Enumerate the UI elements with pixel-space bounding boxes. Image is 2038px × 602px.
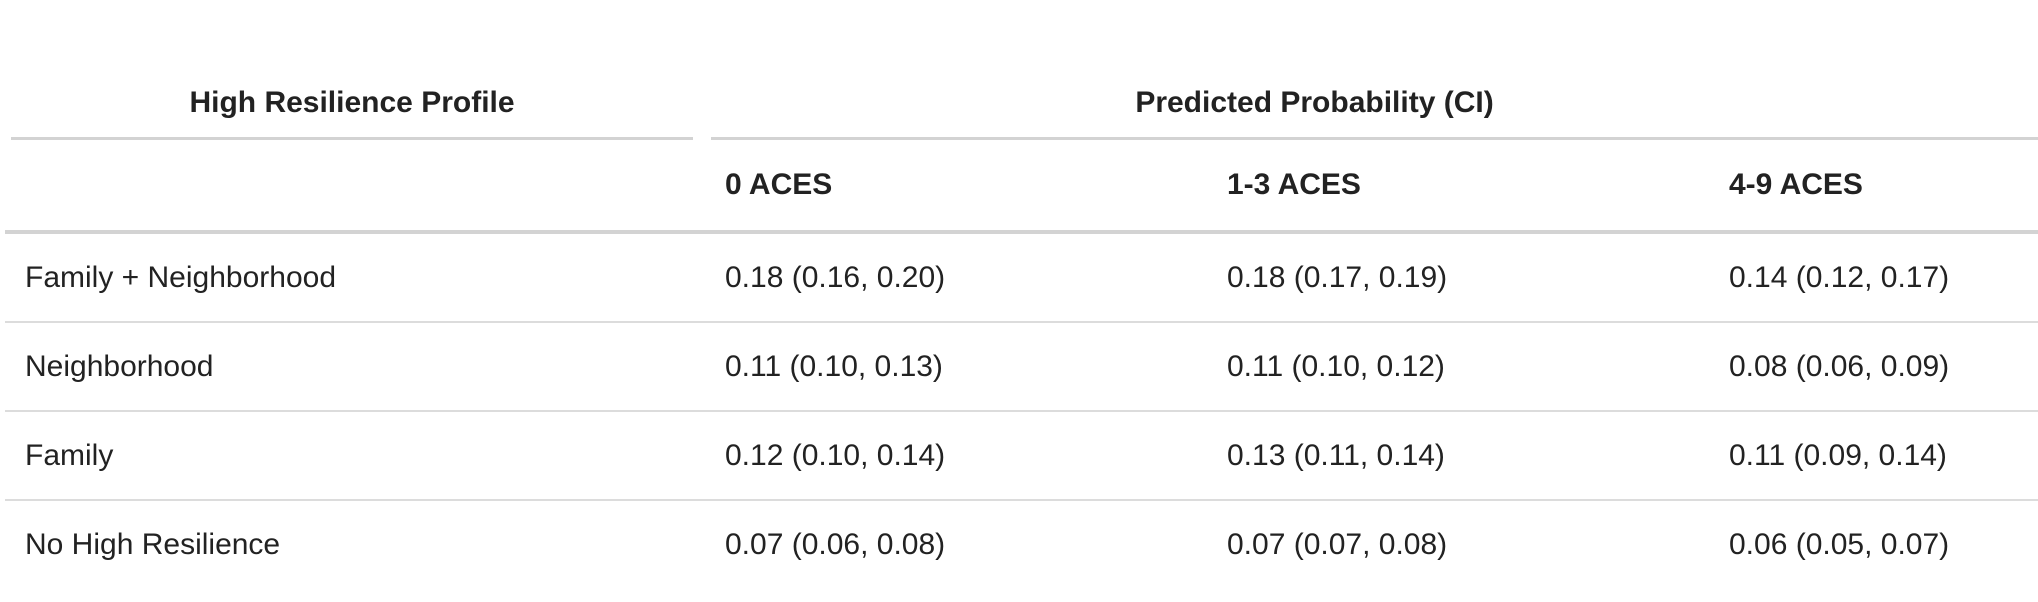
- probability-spanner-header: Predicted Probability (CI): [705, 0, 2038, 140]
- cell-0-aces: 0.07 (0.06, 0.08): [725, 527, 946, 561]
- table-row: Family 0.12 (0.10, 0.14) 0.13 (0.11, 0.1…: [5, 411, 2038, 501]
- column-header-0-aces: 0 ACES: [705, 140, 1207, 234]
- cell-0-aces: 0.18 (0.16, 0.20): [705, 232, 1207, 323]
- cell-1-3-aces: 0.11 (0.10, 0.12): [1207, 322, 1709, 412]
- spanner-header-row: High Resilience Profile Predicted Probab…: [5, 0, 2038, 140]
- row-profile-label: Family + Neighborhood: [5, 232, 705, 323]
- cell-1-3-aces: 0.07 (0.07, 0.08): [1227, 527, 1448, 561]
- cell-4-9-aces: 0.14 (0.12, 0.17): [1709, 232, 2038, 323]
- column-header-4-9-aces: 4-9 ACES: [1709, 140, 2038, 234]
- results-table-container: High Resilience Profile Predicted Probab…: [5, 0, 2038, 588]
- profile-spanner-header: High Resilience Profile: [5, 0, 705, 140]
- row-profile-label: Neighborhood: [5, 322, 705, 412]
- probability-spanner-label: Predicted Probability (CI): [711, 86, 2038, 140]
- cell-4-9-aces: 0.08 (0.06, 0.09): [1709, 322, 2038, 412]
- cell-4-9-aces: 0.06 (0.05, 0.07): [1729, 527, 1950, 561]
- table-row: No High Resilience 0.07 (0.06, 0.08) 0.0…: [5, 500, 2038, 588]
- row-profile-label: Family: [5, 411, 705, 501]
- predicted-probability-table: High Resilience Profile Predicted Probab…: [5, 0, 2038, 588]
- column-header-1-3-aces: 1-3 ACES: [1207, 140, 1709, 234]
- cell-0-aces: 0.12 (0.10, 0.14): [705, 411, 1207, 501]
- profile-spanner-label: High Resilience Profile: [11, 86, 693, 140]
- cell-1-3-aces: 0.18 (0.17, 0.19): [1207, 232, 1709, 323]
- column-header-row: 0 ACES 1-3 ACES 4-9 ACES: [5, 140, 2038, 234]
- cell-1-3-aces: 0.13 (0.11, 0.14): [1207, 411, 1709, 501]
- cell-0-aces: 0.11 (0.10, 0.13): [705, 322, 1207, 412]
- row-profile-label: No High Resilience: [25, 527, 281, 561]
- column-header-profile: [5, 140, 705, 234]
- table-row: Family + Neighborhood 0.18 (0.16, 0.20) …: [5, 232, 2038, 323]
- cell-4-9-aces: 0.11 (0.09, 0.14): [1709, 411, 2038, 501]
- table-row: Neighborhood 0.11 (0.10, 0.13) 0.11 (0.1…: [5, 322, 2038, 412]
